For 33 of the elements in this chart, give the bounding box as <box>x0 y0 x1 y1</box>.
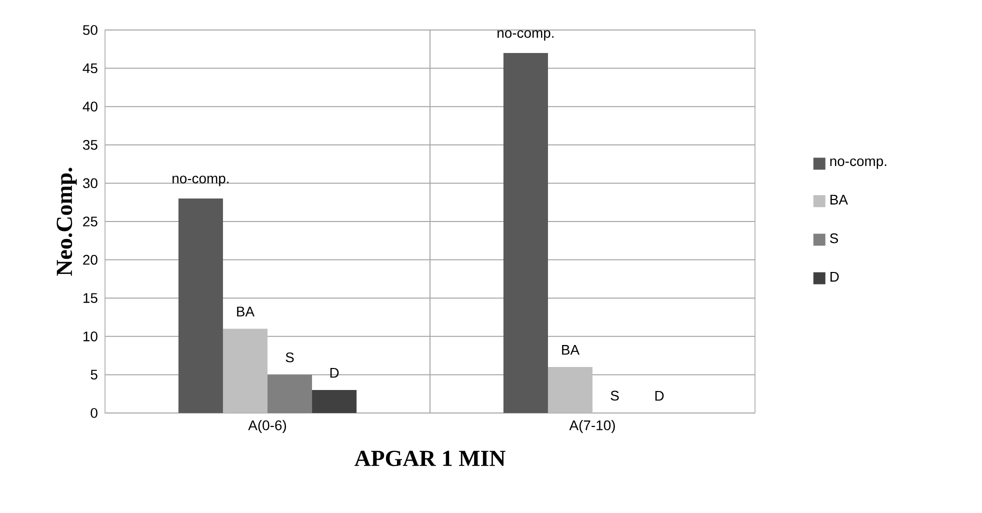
y-tick-label: 25 <box>83 216 98 226</box>
y-tick-label: 0 <box>90 408 98 418</box>
y-axis-title: Neo.Comp. <box>56 168 77 276</box>
y-tick-label: 5 <box>90 370 98 380</box>
annotation: D <box>330 368 339 378</box>
bar <box>222 328 268 413</box>
bar <box>503 52 548 413</box>
annotation: S <box>286 352 294 362</box>
y-tick-label: 50 <box>83 25 98 35</box>
x-tick-label: A(0-6) <box>248 420 286 434</box>
annotation: D <box>655 391 664 401</box>
x-axis-title: APGAR 1 MIN <box>354 450 506 466</box>
legend-label: BA <box>830 194 848 204</box>
annotation: no-comp. <box>172 176 228 186</box>
y-tick-label: 45 <box>82 63 98 74</box>
y-tick-label: 20 <box>83 254 98 265</box>
legend-label: no-comp. <box>830 158 886 169</box>
legend-label: S <box>830 233 838 244</box>
y-tick-label: 40 <box>82 102 98 112</box>
y-tick-label: 10 <box>84 331 98 342</box>
y-tick-label: 30 <box>82 178 98 188</box>
annotation: no-comp. <box>498 30 554 41</box>
bar <box>548 367 593 413</box>
legend-label: D <box>830 272 839 282</box>
annotation: S <box>610 390 619 401</box>
x-tick-label: A(7-10) <box>569 420 615 434</box>
bar <box>268 374 312 413</box>
annotation: BA <box>237 306 255 316</box>
y-tick-label: 35 <box>82 140 98 150</box>
annotation: BA <box>562 345 580 355</box>
bar <box>178 198 223 413</box>
y-tick-label: 15 <box>84 293 98 303</box>
bar <box>312 390 357 413</box>
